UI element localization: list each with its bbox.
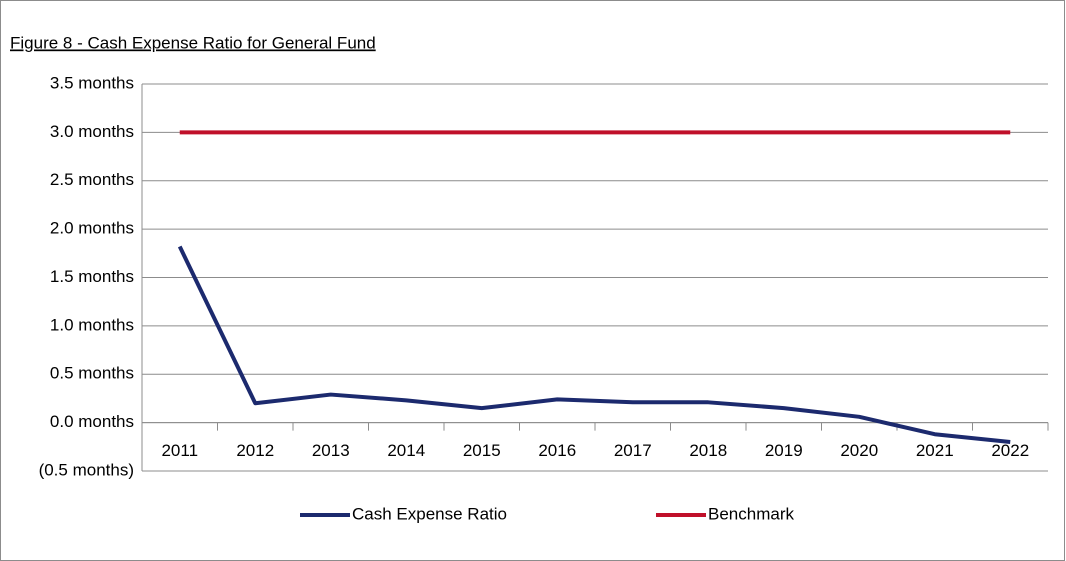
legend-label: Cash Expense Ratio xyxy=(352,504,507,523)
y-tick-label: 1.0 months xyxy=(50,315,134,334)
x-tick-label: 2020 xyxy=(840,441,878,460)
x-tick-label: 2019 xyxy=(765,441,803,460)
x-tick-label: 2015 xyxy=(463,441,501,460)
chart-title: Figure 8 - Cash Expense Ratio for Genera… xyxy=(10,33,376,52)
y-tick-label: 0.0 months xyxy=(50,412,134,431)
x-tick-label: 2013 xyxy=(312,441,350,460)
legend-label: Benchmark xyxy=(708,504,794,523)
x-tick-label: 2016 xyxy=(538,441,576,460)
y-tick-label: (0.5 months) xyxy=(39,460,134,479)
x-tick-label: 2021 xyxy=(916,441,954,460)
series-line xyxy=(177,245,1011,444)
y-tick-label: 0.5 months xyxy=(50,364,134,383)
x-tick-label: 2017 xyxy=(614,441,652,460)
x-tick-label: 2018 xyxy=(689,441,727,460)
y-tick-label: 3.5 months xyxy=(50,73,134,92)
x-tick-label: 2022 xyxy=(991,441,1029,460)
y-tick-label: 2.0 months xyxy=(50,219,134,238)
y-tick-label: 1.5 months xyxy=(50,267,134,286)
y-tick-label: 2.5 months xyxy=(50,170,134,189)
x-tick-label: 2012 xyxy=(236,441,274,460)
y-tick-label: 3.0 months xyxy=(50,122,134,141)
x-tick-label: 2014 xyxy=(387,441,425,460)
x-tick-label: 2011 xyxy=(161,441,198,460)
